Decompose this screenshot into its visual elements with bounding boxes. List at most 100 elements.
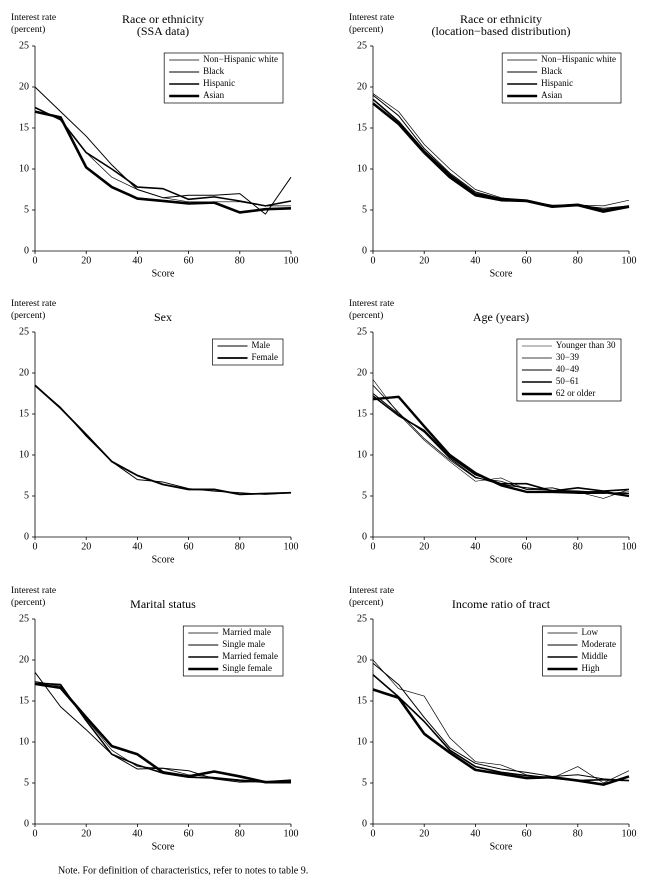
x-tick-label: 60 — [522, 255, 532, 266]
x-axis-label: Score — [490, 841, 513, 852]
chart-title: (SSA data) — [137, 24, 189, 38]
y-tick-label: 0 — [24, 818, 29, 829]
legend-label: 50−61 — [556, 376, 579, 386]
legend-label: Male — [252, 340, 271, 350]
x-tick-label: 40 — [132, 255, 142, 266]
y-tick-label: 25 — [357, 613, 367, 624]
data-line — [372, 688, 630, 786]
y-axis-label: (percent) — [11, 597, 45, 608]
x-tick-label: 100 — [284, 541, 299, 552]
y-tick-label: 5 — [24, 490, 29, 501]
y-tick-label: 15 — [19, 408, 29, 419]
chart-title: Race or ethnicity — [122, 12, 204, 26]
data-line — [372, 94, 630, 209]
x-tick-label: 60 — [184, 828, 194, 839]
x-tick-label: 0 — [371, 828, 376, 839]
legend-box — [163, 52, 284, 104]
data-line — [372, 393, 630, 495]
y-tick-label: 0 — [362, 818, 367, 829]
x-tick-label: 20 — [81, 255, 91, 266]
y-axis-label: Interest rate — [11, 586, 56, 596]
y-tick-label: 15 — [357, 408, 367, 419]
y-tick-label: 5 — [362, 204, 367, 215]
x-tick-label: 20 — [419, 828, 429, 839]
y-axis-label: (percent) — [349, 597, 383, 608]
note: Note. For definition of characteristics,… — [58, 865, 308, 876]
y-axis-label: (percent) — [11, 24, 45, 35]
legend-label: Hispanic — [203, 78, 235, 88]
y-tick-label: 15 — [19, 122, 29, 133]
chart-title: Race or ethnicity — [460, 12, 542, 26]
data-line — [372, 674, 630, 782]
x-axis-label: Score — [152, 841, 175, 852]
x-tick-label: 20 — [81, 828, 91, 839]
y-tick-label: 10 — [357, 736, 367, 747]
y-axis-label: (percent) — [349, 24, 383, 35]
data-line — [34, 682, 292, 783]
data-line — [34, 384, 292, 495]
legend-label: Asian — [203, 90, 224, 100]
legend: Non−Hispanic white Black Hispanic Asian — [163, 52, 284, 104]
data-line — [372, 93, 630, 207]
x-tick-label: 60 — [522, 541, 532, 552]
x-tick-label: 80 — [235, 255, 245, 266]
y-tick-label: 10 — [19, 449, 29, 460]
legend-label: Black — [541, 66, 562, 76]
x-tick-label: 100 — [622, 541, 637, 552]
y-tick-label: 20 — [19, 654, 29, 665]
x-tick-label: 20 — [81, 541, 91, 552]
x-axis-label: Score — [152, 268, 175, 279]
x-tick-label: 80 — [573, 255, 583, 266]
legend-box — [542, 625, 622, 677]
y-tick-label: 5 — [362, 490, 367, 501]
x-tick-label: 20 — [419, 255, 429, 266]
x-tick-label: 60 — [184, 541, 194, 552]
x-tick-label: 40 — [132, 828, 142, 839]
data-line — [372, 659, 630, 784]
y-axis-label: (percent) — [11, 310, 45, 321]
y-axis-label: Interest rate — [11, 299, 56, 309]
y-tick-label: 5 — [362, 777, 367, 788]
legend-label: Asian — [541, 90, 562, 100]
legend-box — [212, 338, 284, 366]
x-axis-label: Score — [490, 554, 513, 565]
x-tick-label: 60 — [522, 828, 532, 839]
data-line — [34, 682, 291, 784]
legend: Non−Hispanic white Black Hispanic Asian — [501, 52, 622, 104]
data-line — [34, 672, 292, 784]
y-tick-label: 10 — [19, 736, 29, 747]
x-tick-label: 100 — [284, 828, 299, 839]
x-axis-label: Score — [152, 554, 175, 565]
legend-label: Married female — [222, 651, 278, 661]
y-tick-label: 10 — [357, 163, 367, 174]
x-tick-label: 40 — [132, 541, 142, 552]
chart-title: Income ratio of tract — [452, 597, 551, 611]
y-tick-label: 15 — [357, 122, 367, 133]
y-tick-label: 10 — [19, 163, 29, 174]
y-tick-label: 25 — [19, 40, 29, 51]
data-line — [372, 379, 630, 499]
legend-box — [182, 625, 284, 677]
y-tick-label: 25 — [357, 40, 367, 51]
x-tick-label: 0 — [33, 255, 38, 266]
legend-label: Female — [252, 352, 279, 362]
legend-label: Single male — [222, 639, 265, 649]
legend: Younger than 30 30−39 40−49 50−61 62 or olde… — [516, 338, 622, 402]
x-tick-label: 0 — [371, 255, 376, 266]
legend-label: Single female — [222, 663, 272, 673]
y-axis-label: (percent) — [349, 310, 383, 321]
y-tick-label: 20 — [357, 654, 367, 665]
y-tick-label: 0 — [362, 245, 367, 256]
legend-label: 30−39 — [556, 352, 580, 362]
y-tick-label: 5 — [24, 204, 29, 215]
x-tick-label: 0 — [33, 828, 38, 839]
data-line — [372, 385, 630, 494]
legend-label: Non−Hispanic white — [541, 54, 616, 64]
x-tick-label: 40 — [470, 828, 480, 839]
legend-label: 62 or older — [556, 388, 596, 398]
data-line — [34, 384, 292, 496]
y-tick-label: 0 — [362, 531, 367, 542]
x-tick-label: 80 — [235, 828, 245, 839]
x-tick-label: 0 — [371, 541, 376, 552]
legend-box — [501, 52, 622, 104]
